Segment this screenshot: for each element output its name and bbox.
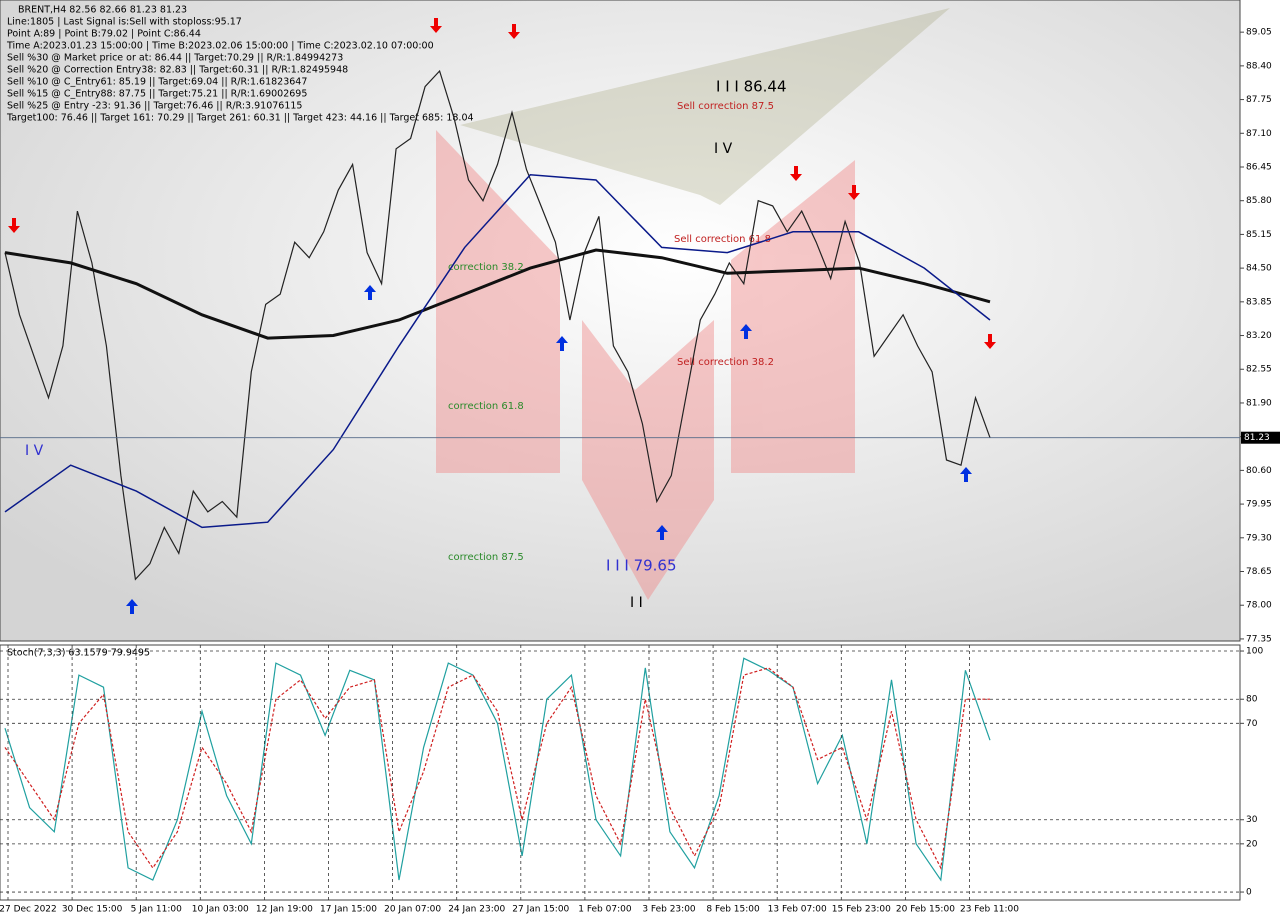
y-tick-label: 87.75 [1246,95,1272,105]
x-tick-label: 1 Feb 07:00 [578,905,632,915]
info-line: Sell %20 @ Correction Entry38: 82.83 || … [7,65,348,76]
annotation: Sell correction 38.2 [677,357,774,368]
y-tick-label: 78.00 [1246,601,1272,611]
x-tick-label: 30 Dec 15:00 [62,905,123,915]
y-tick-label: 30 [1246,815,1258,825]
y-tick-label: 87.10 [1246,129,1272,139]
x-tick-label: 12 Jan 19:00 [256,905,313,915]
y-tick-label: 83.85 [1246,297,1272,307]
series-line [4,248,991,340]
stoch-pane [0,644,1241,901]
info-line: Sell %10 @ C_Entry61: 85.19 || Target:69… [7,77,307,88]
x-tick-label: 13 Feb 07:00 [768,905,827,915]
x-tick-label: 27 Dec 2022 [0,905,57,915]
series-line [4,174,991,529]
y-tick-label: 84.50 [1246,264,1272,274]
y-tick-label: 70 [1246,719,1258,729]
y-tick-label: 100 [1246,647,1263,657]
info-panel: BRENT,H4 82.56 82.66 81.23 81.23Line:180… [6,5,474,124]
pattern-zones [436,8,950,600]
x-tick-label: 5 Jan 11:00 [131,905,183,915]
y-tick-label: 81.90 [1246,398,1272,408]
info-line: Target100: 76.46 || Target 161: 70.29 ||… [6,113,474,124]
wave-label: I V [714,141,733,157]
series-line [4,667,990,870]
x-tick-label: 15 Feb 23:00 [832,905,891,915]
x-tick-label: 8 Feb 15:00 [706,905,760,915]
x-tick-label: 27 Jan 15:00 [512,905,569,915]
x-tick-label: 23 Feb 11:00 [960,905,1019,915]
y-tick-label: 82.55 [1246,365,1272,375]
annotation: Sell correction 61.8 [674,234,771,245]
info-line: Sell %30 @ Market price or at: 86.44 || … [7,53,343,64]
info-line: Line:1805 | Last Signal is:Sell with sto… [7,17,242,28]
y-tick-label: 79.30 [1246,533,1272,543]
info-line: BRENT,H4 82.56 82.66 81.23 81.23 [18,5,187,16]
x-tick-label: 3 Feb 23:00 [642,905,696,915]
wave-label: I I I 86.44 [716,78,787,96]
y-tick-label: 0 [1246,888,1252,898]
annotation: correction 38.2 [448,262,524,273]
info-line: Time A:2023.01.23 15:00:00 | Time B:2023… [6,41,434,52]
y-tick-label: 89.05 [1246,28,1272,38]
x-tick-label: 17 Jan 15:00 [320,905,377,915]
price-pane [0,0,1241,642]
series-line [4,657,991,882]
y-tick-label: 79.95 [1246,500,1272,510]
y-tick-label: 20 [1246,839,1258,849]
info-line: Sell %15 @ C_Entry88: 87.75 || Target:75… [7,89,307,100]
y-tick-label: 78.65 [1246,567,1272,577]
annotation: correction 87.5 [448,552,524,563]
last-price-box [1241,431,1280,444]
y-tick-label: 80.60 [1246,466,1272,476]
last-price-label: 81.23 [1244,433,1270,443]
annotation: Sell correction 87.5 [677,101,774,112]
annotation: correction 61.8 [448,401,524,412]
info-line: Point A:89 | Point B:79.02 | Point C:86.… [7,29,201,40]
y-tick-label: 77.35 [1246,634,1272,644]
y-tick-label: 88.40 [1246,61,1272,71]
x-tick-label: 20 Jan 07:00 [384,905,441,915]
wave-label: I I I 79.65 [606,557,677,575]
info-line: Sell %25 @ Entry -23: 91.36 || Target:76… [7,101,302,112]
y-tick-label: 80 [1246,695,1258,705]
signal-arrows [8,18,996,614]
y-tick-label: 83.20 [1246,331,1272,341]
y-tick-label: 86.45 [1246,162,1272,172]
x-tick-label: 10 Jan 03:00 [192,905,249,915]
stoch-title: Stoch(7,3,3) 63.1579 79.9495 [7,648,150,659]
x-tick-label: 24 Jan 23:00 [448,905,505,915]
y-tick-label: 85.15 [1246,230,1272,240]
wave-label: I V [25,443,44,459]
x-tick-label: 20 Feb 15:00 [896,905,955,915]
wave-label: I I [630,595,643,611]
y-tick-label: 85.80 [1246,196,1272,206]
series-line [4,69,991,581]
